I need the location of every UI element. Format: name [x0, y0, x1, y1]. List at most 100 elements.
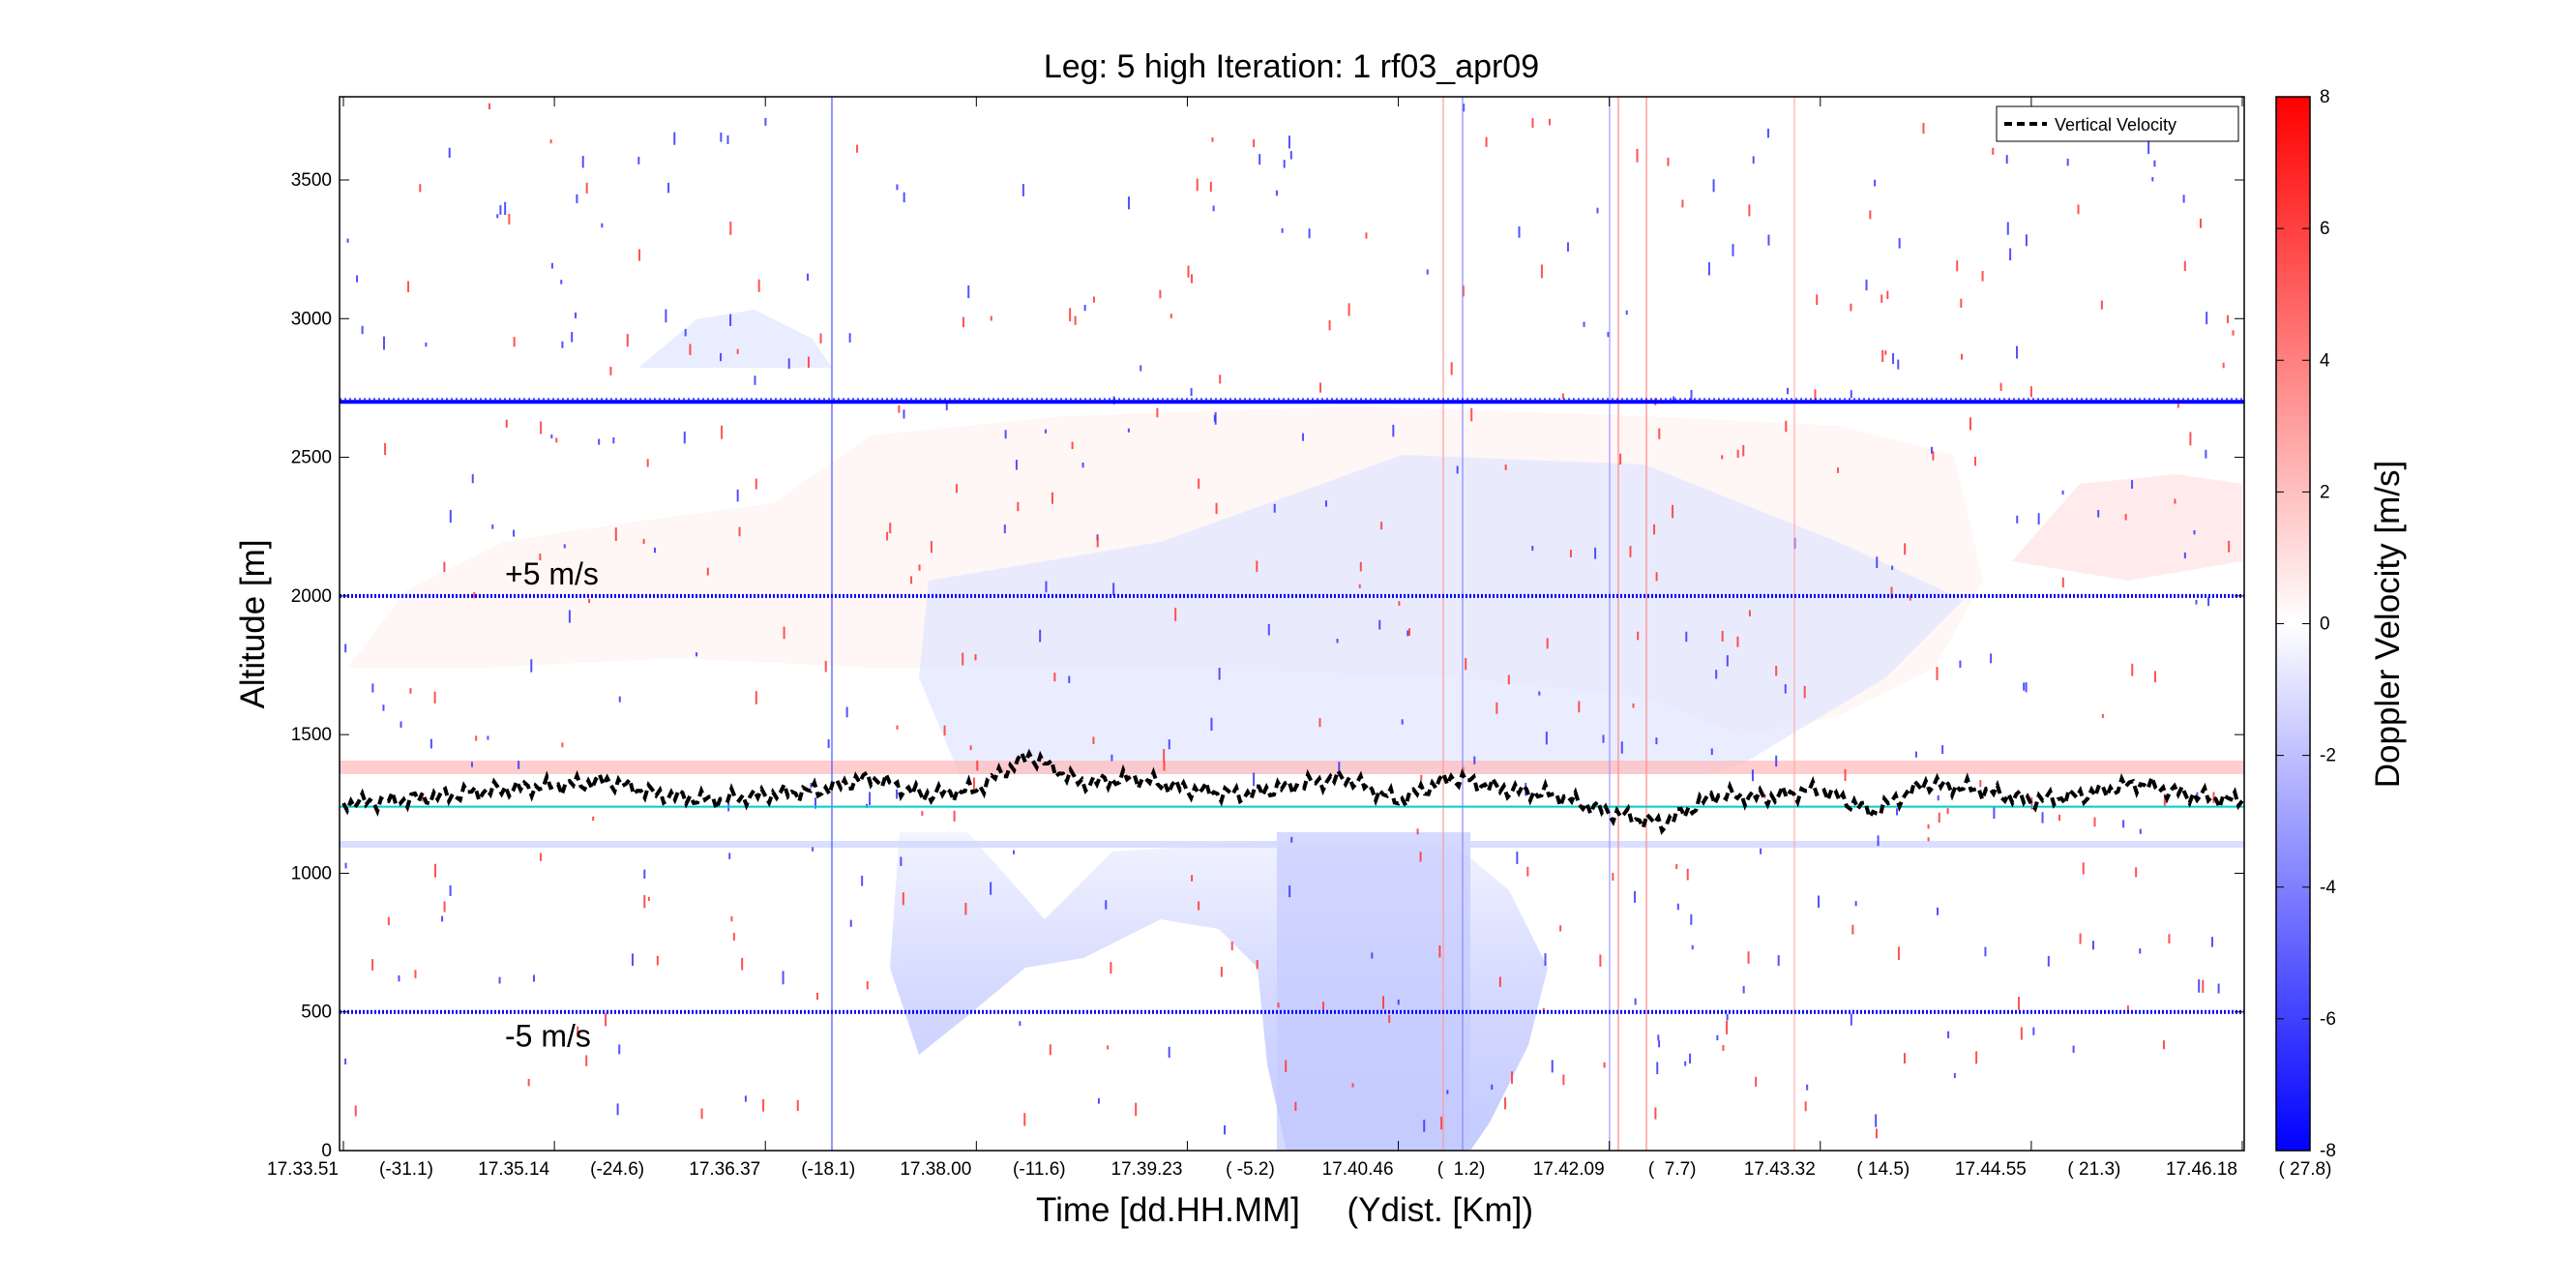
speckle-blue — [2217, 983, 2220, 994]
speckle-red — [1636, 148, 1639, 163]
speckle-blue — [1634, 890, 1637, 903]
speckle-blue — [2151, 176, 2154, 182]
speckle-blue — [2195, 599, 2198, 605]
speckle-red — [819, 333, 822, 344]
speckle-red — [2174, 498, 2176, 504]
speckle-blue — [513, 529, 516, 537]
speckle-blue — [1112, 583, 1115, 596]
speckle-red — [1632, 703, 1635, 708]
speckle-blue — [684, 328, 687, 337]
speckle-red — [443, 901, 446, 913]
colorbar-tick-label: -4 — [2320, 878, 2336, 898]
speckle-red — [902, 892, 904, 906]
speckle-blue — [1732, 244, 1734, 256]
speckle-blue — [1752, 156, 1755, 164]
speckle-blue — [2047, 955, 2050, 967]
speckle-blue — [1875, 1114, 1878, 1127]
speckle-red — [732, 932, 735, 942]
speckle-red — [962, 652, 964, 666]
speckle-red — [1974, 456, 1977, 466]
speckle-blue — [807, 273, 810, 282]
speckle-blue — [1596, 207, 1599, 214]
speckle-red — [1748, 610, 1751, 616]
speckle-red — [757, 279, 760, 292]
speckle-red — [856, 144, 859, 153]
speckle-red — [2202, 979, 2205, 993]
colorbar-tick-label: -2 — [2320, 746, 2336, 766]
speckle-blue — [425, 342, 428, 347]
speckle-blue — [1751, 769, 1754, 782]
speckle-blue — [1685, 631, 1688, 643]
speckle-blue — [1766, 128, 1769, 138]
speckle-blue — [1258, 154, 1261, 165]
speckle-blue — [1083, 305, 1086, 312]
annotation-label: -5 m/s — [505, 1019, 591, 1054]
speckle-blue — [1218, 668, 1221, 680]
legend: Vertical Velocity — [1996, 105, 2239, 142]
speckle-red — [1747, 951, 1750, 964]
speckle-blue — [550, 434, 553, 438]
colorbar-tick-label: -8 — [2320, 1141, 2336, 1161]
speckle-blue — [1423, 1120, 1426, 1132]
speckle-red — [1322, 1002, 1325, 1013]
speckle-blue — [1594, 547, 1597, 559]
speckle-blue — [2041, 812, 2044, 824]
speckle-red — [1163, 749, 1166, 763]
speckle-blue — [1877, 835, 1880, 847]
speckle-red — [1220, 967, 1223, 977]
speckle-blue — [1897, 359, 1900, 370]
x-tick-label-ydist: (-11.6) — [1013, 1159, 1066, 1180]
speckle-blue — [1045, 581, 1048, 593]
speckle-red — [969, 745, 972, 751]
speckle-red — [646, 459, 649, 467]
speckle-red — [1256, 560, 1258, 572]
speckle-blue — [530, 659, 533, 673]
speckle-red — [1946, 808, 1949, 815]
speckle-blue — [1690, 914, 1693, 925]
speckle-red — [1462, 285, 1465, 297]
speckle-red — [508, 214, 511, 225]
speckle-red — [1051, 492, 1053, 504]
speckle-red — [1869, 210, 1872, 220]
speckle-blue — [441, 915, 444, 922]
speckle-red — [1507, 674, 1510, 685]
speckle-blue — [903, 409, 905, 419]
speckle-red — [762, 1098, 765, 1112]
speckle-red — [384, 442, 387, 456]
reference-lines — [340, 398, 2244, 1014]
speckle-blue — [1105, 900, 1108, 910]
speckle-red — [1903, 1053, 1906, 1063]
speckle-red — [1092, 296, 1095, 303]
speckle-red — [755, 478, 757, 490]
echo-blue-band — [340, 841, 2244, 848]
speckle-red — [1351, 1083, 1354, 1088]
speckle-blue — [1210, 717, 1213, 732]
colorbar-ticks: -8 -6 -4 -2 0 2 4 6 8 — [2276, 87, 2336, 1161]
speckle-red — [896, 725, 899, 730]
speckle-blue — [869, 792, 872, 806]
speckle-blue — [1068, 675, 1071, 683]
speckle-blue — [2198, 979, 2201, 993]
speckle-blue — [1726, 655, 1729, 667]
speckle-blue — [1602, 734, 1605, 743]
speckle-blue — [2025, 234, 2028, 247]
speckle-red — [1347, 303, 1350, 316]
speckle-red — [1319, 382, 1322, 393]
speckle-red — [1629, 546, 1632, 557]
speckle-red — [1837, 467, 1840, 473]
vertical-velocity-line — [341, 748, 2244, 835]
speckle-red — [1956, 260, 1959, 272]
speckle-red — [1215, 502, 1218, 515]
speckle-blue — [400, 721, 402, 729]
speckle-blue — [967, 285, 970, 299]
x-tick-label-time: 17.38.00 — [900, 1159, 971, 1180]
speckle-blue — [1212, 205, 1215, 212]
speckle-red — [1209, 181, 1212, 193]
speckle-blue — [1775, 755, 1778, 767]
speckle-blue — [665, 309, 667, 323]
x-tick-label-time: 17.39.23 — [1110, 1159, 1182, 1180]
speckle-blue — [504, 201, 507, 216]
speckle-blue — [1338, 762, 1341, 773]
speckle-red — [488, 103, 490, 110]
speckle-red — [2030, 796, 2033, 810]
